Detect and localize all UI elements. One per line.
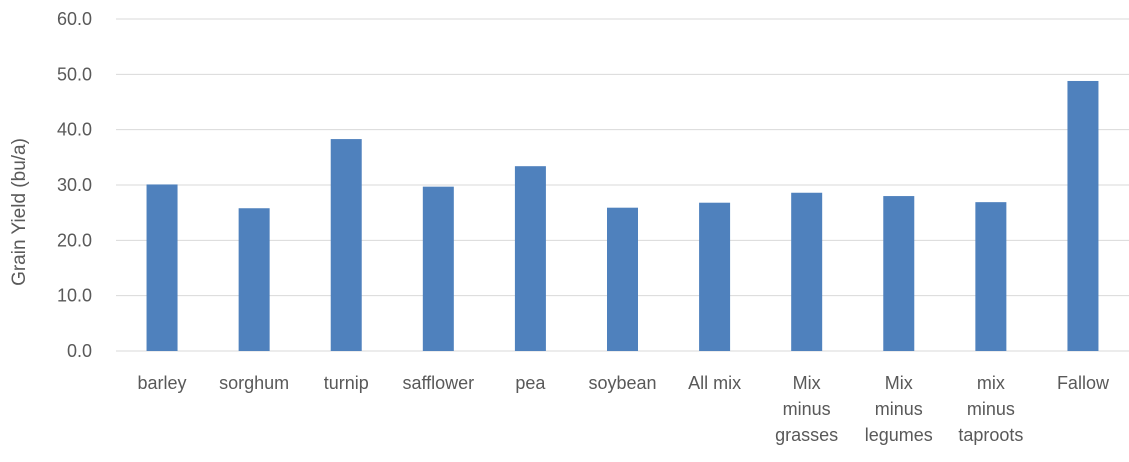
y-tick-label: 10.0 xyxy=(57,286,92,306)
y-tick-label: 60.0 xyxy=(57,9,92,29)
bar xyxy=(883,196,915,351)
x-category-label: pea xyxy=(515,373,546,393)
x-category-label: grasses xyxy=(775,425,838,445)
bars xyxy=(146,80,1099,352)
y-tick-label: 30.0 xyxy=(57,175,92,195)
bar xyxy=(514,166,546,351)
bar xyxy=(238,208,270,351)
x-category-label: turnip xyxy=(324,373,369,393)
x-axis-categories: barley sorghum turnip safflower pea soybean Al… xyxy=(138,373,1110,445)
x-category-label: soybean xyxy=(588,373,656,393)
x-category-label: sorghum xyxy=(219,373,289,393)
y-tick-label: 0.0 xyxy=(67,341,92,361)
x-category-label: legumes xyxy=(865,425,933,445)
bar xyxy=(975,202,1007,351)
y-axis-title: Grain Yield (bu/a) xyxy=(9,138,30,286)
bar xyxy=(699,202,731,351)
bar xyxy=(607,207,638,351)
x-category-label: safflower xyxy=(402,373,474,393)
x-category-label: Mix xyxy=(793,373,821,393)
y-tick-label: 20.0 xyxy=(57,230,92,250)
x-category-label: minus xyxy=(967,399,1015,419)
bar xyxy=(422,186,454,351)
x-category-label: All mix xyxy=(688,373,741,393)
x-category-label: minus xyxy=(783,399,831,419)
x-category-label: Fallow xyxy=(1057,373,1110,393)
bar xyxy=(146,184,178,351)
y-axis-ticks: 0.0 10.0 20.0 30.0 40.0 50.0 60.0 xyxy=(57,9,92,361)
y-tick-label: 50.0 xyxy=(57,64,92,84)
x-category-label: Mix xyxy=(885,373,913,393)
y-tick-label: 40.0 xyxy=(57,120,92,140)
x-category-label: minus xyxy=(875,399,923,419)
bar xyxy=(1067,80,1099,352)
bar xyxy=(791,192,823,351)
bar xyxy=(330,139,362,351)
x-category-label: barley xyxy=(138,373,187,393)
x-category-label: mix xyxy=(977,373,1005,393)
x-category-label: taproots xyxy=(958,425,1023,445)
